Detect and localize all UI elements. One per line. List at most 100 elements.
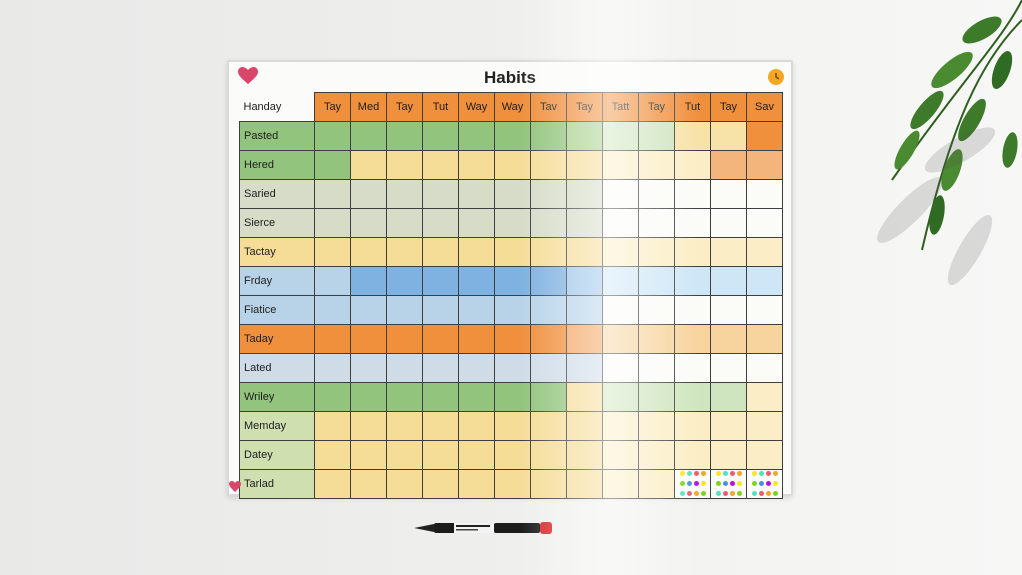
habit-cell[interactable] bbox=[530, 323, 567, 354]
habit-cell[interactable] bbox=[422, 410, 459, 441]
habit-cell[interactable] bbox=[530, 352, 567, 383]
habit-cell[interactable] bbox=[494, 178, 531, 209]
habit-cell[interactable] bbox=[494, 439, 531, 470]
habit-cell[interactable] bbox=[458, 323, 495, 354]
habit-cell[interactable] bbox=[638, 410, 675, 441]
habit-cell[interactable] bbox=[566, 149, 603, 180]
habit-cell[interactable] bbox=[530, 439, 567, 470]
habit-cell[interactable] bbox=[710, 236, 747, 267]
habit-cell[interactable] bbox=[494, 323, 531, 354]
habit-cell[interactable] bbox=[566, 120, 603, 151]
habit-cell[interactable] bbox=[674, 410, 711, 441]
habit-cell[interactable] bbox=[638, 323, 675, 354]
habit-cell[interactable] bbox=[602, 323, 639, 354]
habit-cell[interactable] bbox=[638, 207, 675, 238]
habit-cell[interactable] bbox=[530, 120, 567, 151]
habit-cell[interactable] bbox=[314, 323, 351, 354]
habit-cell[interactable] bbox=[350, 207, 387, 238]
habit-cell[interactable] bbox=[710, 265, 747, 296]
habit-cell[interactable] bbox=[350, 323, 387, 354]
habit-cell[interactable] bbox=[422, 149, 459, 180]
habit-cell[interactable] bbox=[422, 207, 459, 238]
habit-cell[interactable] bbox=[602, 439, 639, 470]
habit-cell[interactable] bbox=[638, 178, 675, 209]
habit-cell[interactable] bbox=[386, 323, 423, 354]
habit-cell[interactable] bbox=[494, 236, 531, 267]
habit-cell[interactable] bbox=[602, 120, 639, 151]
habit-cell[interactable] bbox=[422, 178, 459, 209]
habit-cell[interactable] bbox=[746, 149, 783, 180]
habit-cell[interactable] bbox=[710, 207, 747, 238]
habit-cell[interactable] bbox=[314, 468, 351, 499]
habit-cell[interactable] bbox=[386, 149, 423, 180]
habit-cell[interactable] bbox=[314, 294, 351, 325]
habit-cell[interactable] bbox=[710, 352, 747, 383]
habit-cell[interactable] bbox=[638, 468, 675, 499]
habit-cell[interactable] bbox=[386, 265, 423, 296]
habit-cell[interactable] bbox=[386, 352, 423, 383]
habit-cell[interactable] bbox=[602, 236, 639, 267]
habit-cell[interactable] bbox=[386, 439, 423, 470]
habit-cell[interactable] bbox=[386, 468, 423, 499]
habit-cell[interactable] bbox=[350, 381, 387, 412]
habit-cell[interactable] bbox=[674, 352, 711, 383]
habit-cell[interactable] bbox=[350, 178, 387, 209]
habit-cell[interactable] bbox=[350, 352, 387, 383]
habit-cell[interactable] bbox=[602, 381, 639, 412]
habit-cell[interactable] bbox=[494, 381, 531, 412]
habit-cell[interactable] bbox=[530, 265, 567, 296]
habit-cell[interactable] bbox=[350, 236, 387, 267]
habit-cell[interactable] bbox=[710, 178, 747, 209]
habit-cell[interactable] bbox=[422, 381, 459, 412]
habit-cell[interactable] bbox=[746, 352, 783, 383]
habit-cell[interactable] bbox=[386, 294, 423, 325]
habit-cell[interactable] bbox=[494, 207, 531, 238]
habit-cell[interactable] bbox=[674, 265, 711, 296]
habit-cell[interactable] bbox=[494, 120, 531, 151]
habit-cell[interactable] bbox=[602, 265, 639, 296]
habit-cell[interactable] bbox=[566, 381, 603, 412]
habit-cell[interactable] bbox=[494, 352, 531, 383]
habit-cell[interactable] bbox=[602, 294, 639, 325]
habit-cell[interactable] bbox=[638, 381, 675, 412]
habit-cell[interactable] bbox=[350, 149, 387, 180]
habit-cell[interactable] bbox=[602, 410, 639, 441]
habit-cell[interactable] bbox=[710, 294, 747, 325]
habit-cell[interactable] bbox=[458, 207, 495, 238]
habit-cell[interactable] bbox=[746, 410, 783, 441]
habit-cell[interactable] bbox=[458, 120, 495, 151]
habit-cell[interactable] bbox=[674, 178, 711, 209]
habit-cell[interactable] bbox=[458, 439, 495, 470]
habit-cell[interactable] bbox=[566, 178, 603, 209]
habit-cell[interactable] bbox=[602, 207, 639, 238]
habit-cell[interactable] bbox=[638, 236, 675, 267]
habit-cell[interactable] bbox=[746, 323, 783, 354]
habit-cell[interactable] bbox=[746, 294, 783, 325]
habit-cell[interactable] bbox=[350, 294, 387, 325]
habit-cell[interactable] bbox=[458, 352, 495, 383]
habit-cell[interactable] bbox=[710, 410, 747, 441]
habit-cell[interactable] bbox=[494, 468, 531, 499]
habit-cell[interactable] bbox=[566, 323, 603, 354]
habit-cell[interactable] bbox=[710, 468, 747, 499]
habit-cell[interactable] bbox=[314, 178, 351, 209]
habit-cell[interactable] bbox=[530, 381, 567, 412]
habit-cell[interactable] bbox=[386, 410, 423, 441]
habit-cell[interactable] bbox=[602, 178, 639, 209]
habit-cell[interactable] bbox=[674, 294, 711, 325]
habit-cell[interactable] bbox=[350, 120, 387, 151]
habit-cell[interactable] bbox=[638, 439, 675, 470]
habit-cell[interactable] bbox=[314, 120, 351, 151]
habit-cell[interactable] bbox=[422, 323, 459, 354]
habit-cell[interactable] bbox=[638, 265, 675, 296]
habit-cell[interactable] bbox=[602, 468, 639, 499]
habit-cell[interactable] bbox=[530, 178, 567, 209]
habit-cell[interactable] bbox=[314, 236, 351, 267]
habit-cell[interactable] bbox=[566, 294, 603, 325]
habit-cell[interactable] bbox=[386, 381, 423, 412]
habit-cell[interactable] bbox=[350, 265, 387, 296]
habit-cell[interactable] bbox=[710, 439, 747, 470]
habit-cell[interactable] bbox=[422, 439, 459, 470]
habit-cell[interactable] bbox=[674, 236, 711, 267]
habit-cell[interactable] bbox=[314, 352, 351, 383]
